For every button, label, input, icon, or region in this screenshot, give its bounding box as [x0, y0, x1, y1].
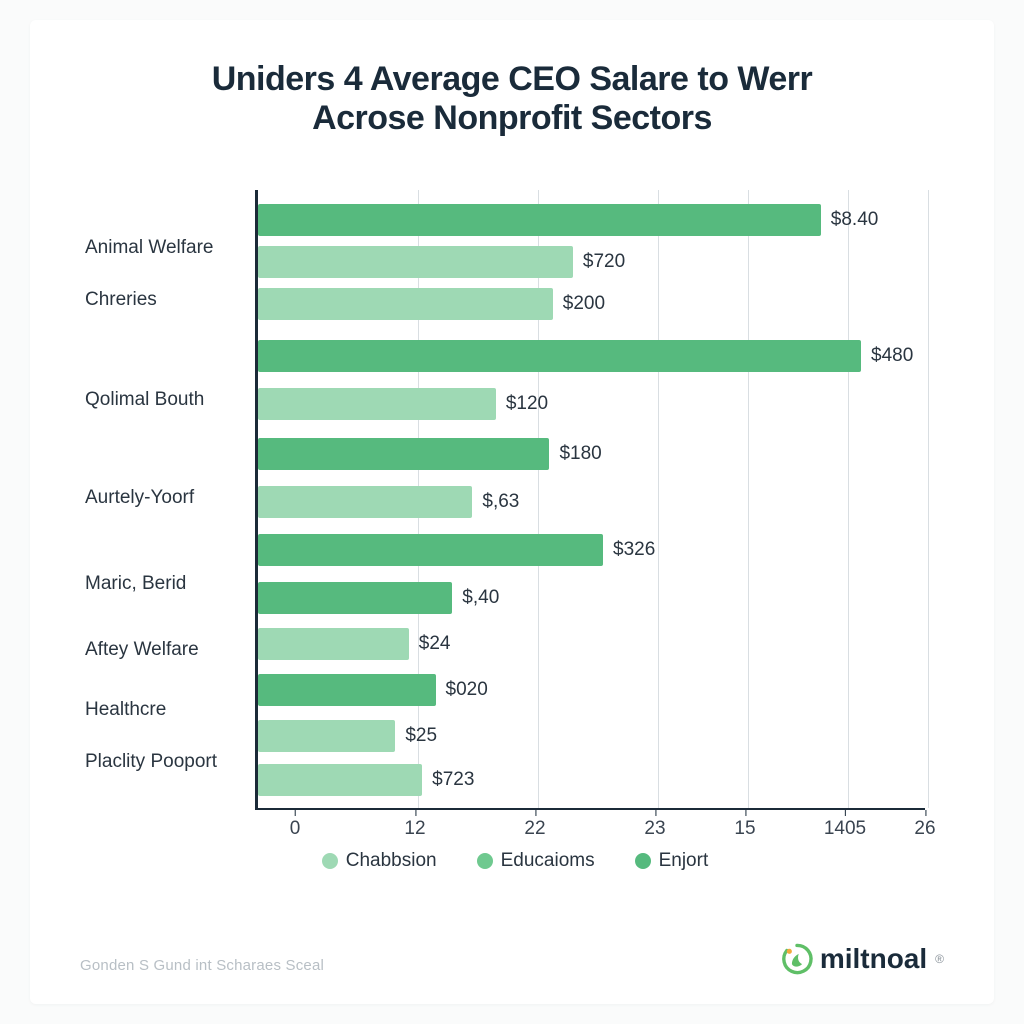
x-axis-tick: 0 [290, 818, 301, 840]
x-axis-tick: 12 [404, 818, 425, 840]
brand-name: miltnoal [820, 943, 927, 975]
legend-item: Chabbsion [322, 850, 437, 872]
bar-row: $723 [258, 764, 474, 796]
legend-item: Enjort [635, 850, 709, 872]
bar [258, 340, 861, 372]
footer-source-note: Gonden S Gund int Scharaes Sceal [80, 957, 324, 974]
y-axis-label: Chreries [85, 289, 245, 311]
legend-label: Enjort [659, 850, 709, 872]
x-axis-tick: 1405 [824, 818, 866, 840]
gridline [928, 190, 929, 808]
bar-row: $,63 [258, 486, 519, 518]
chart-title: Uniders 4 Average CEO Salare to Werr Acr… [30, 20, 994, 138]
gridline [538, 190, 539, 808]
legend-swatch [635, 853, 651, 869]
gridline [658, 190, 659, 808]
legend: Chabbsion Educaioms Enjort [90, 850, 940, 872]
bar [258, 720, 395, 752]
bar [258, 764, 422, 796]
chart-frame: Uniders 4 Average CEO Salare to Werr Acr… [30, 20, 994, 1004]
bar [258, 438, 549, 470]
y-axis-label: Healthcre [85, 699, 245, 721]
y-axis-label: Maric, Berid [85, 573, 245, 595]
gridline [748, 190, 749, 808]
x-axis-tick: 15 [734, 818, 755, 840]
bar-value-label: $120 [506, 393, 548, 415]
bar-value-label: $24 [419, 633, 451, 655]
title-line-1: Uniders 4 Average CEO Salare to Werr [212, 60, 813, 98]
bar-value-label: $180 [559, 443, 601, 465]
bar [258, 628, 409, 660]
bar-row: $326 [258, 534, 655, 566]
legend-item: Educaioms [477, 850, 595, 872]
chart-area: $8.40 $720 $200 $480 $120 $180 $,63 $326 $,40 $24… [90, 190, 940, 870]
x-axis: 012222315140526 [255, 812, 925, 842]
brand-icon [780, 942, 814, 976]
bar [258, 534, 603, 566]
y-axis-label: Aurtely-Yoorf [85, 487, 245, 509]
bar-value-label: $,63 [482, 491, 519, 513]
plot-region: $8.40 $720 $200 $480 $120 $180 $,63 $326 $,40 $24… [255, 190, 925, 810]
y-axis-label: Qolimal Bouth [85, 389, 245, 411]
x-axis-tick: 22 [524, 818, 545, 840]
bar-row: $25 [258, 720, 437, 752]
bar-row: $180 [258, 438, 602, 470]
brand-trademark: ® [935, 952, 944, 966]
bar [258, 674, 436, 706]
legend-label: Educaioms [501, 850, 595, 872]
y-axis-label: Aftey Welfare [85, 639, 245, 661]
bar [258, 486, 472, 518]
bar-row: $720 [258, 246, 625, 278]
bar-row: $020 [258, 674, 488, 706]
bar [258, 388, 496, 420]
bar [258, 582, 452, 614]
bar-value-label: $720 [583, 251, 625, 273]
bar-row: $120 [258, 388, 548, 420]
x-axis-tick: 26 [914, 818, 935, 840]
bar-value-label: $,40 [462, 587, 499, 609]
bar-row: $480 [258, 340, 913, 372]
bar [258, 246, 573, 278]
x-axis-tick: 23 [644, 818, 665, 840]
bar-row: $,40 [258, 582, 499, 614]
bar [258, 204, 821, 236]
bar-value-label: $8.40 [831, 209, 879, 231]
bar [258, 288, 553, 320]
y-axis-label: Animal Welfare [85, 237, 245, 259]
gridline [848, 190, 849, 808]
legend-label: Chabbsion [346, 850, 437, 872]
bar-row: $200 [258, 288, 605, 320]
bar-value-label: $25 [405, 725, 437, 747]
bar-row: $8.40 [258, 204, 878, 236]
brand-logo: miltnoal ® [780, 942, 944, 976]
bar-value-label: $723 [432, 769, 474, 791]
legend-swatch [322, 853, 338, 869]
bar-row: $24 [258, 628, 450, 660]
bar-value-label: $326 [613, 539, 655, 561]
legend-swatch [477, 853, 493, 869]
bar-value-label: $020 [446, 679, 488, 701]
y-axis-label: Placlity Pooport [85, 751, 245, 773]
bar-value-label: $480 [871, 345, 913, 367]
bar-value-label: $200 [563, 293, 605, 315]
title-line-2: Acrose Nonprofit Sectors [312, 99, 712, 137]
